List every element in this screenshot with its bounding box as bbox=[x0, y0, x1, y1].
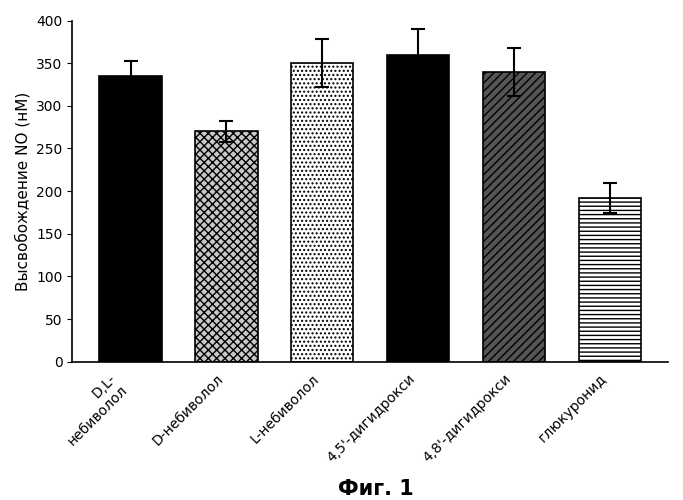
Bar bbox=[579, 198, 641, 362]
Y-axis label: Высвобождение NO (нМ): Высвобождение NO (нМ) bbox=[15, 92, 31, 291]
Bar bbox=[195, 132, 257, 362]
Bar bbox=[100, 76, 162, 362]
Bar bbox=[387, 54, 449, 362]
Text: Фиг. 1: Фиг. 1 bbox=[338, 479, 413, 499]
Bar bbox=[291, 63, 353, 362]
Bar bbox=[483, 72, 545, 362]
